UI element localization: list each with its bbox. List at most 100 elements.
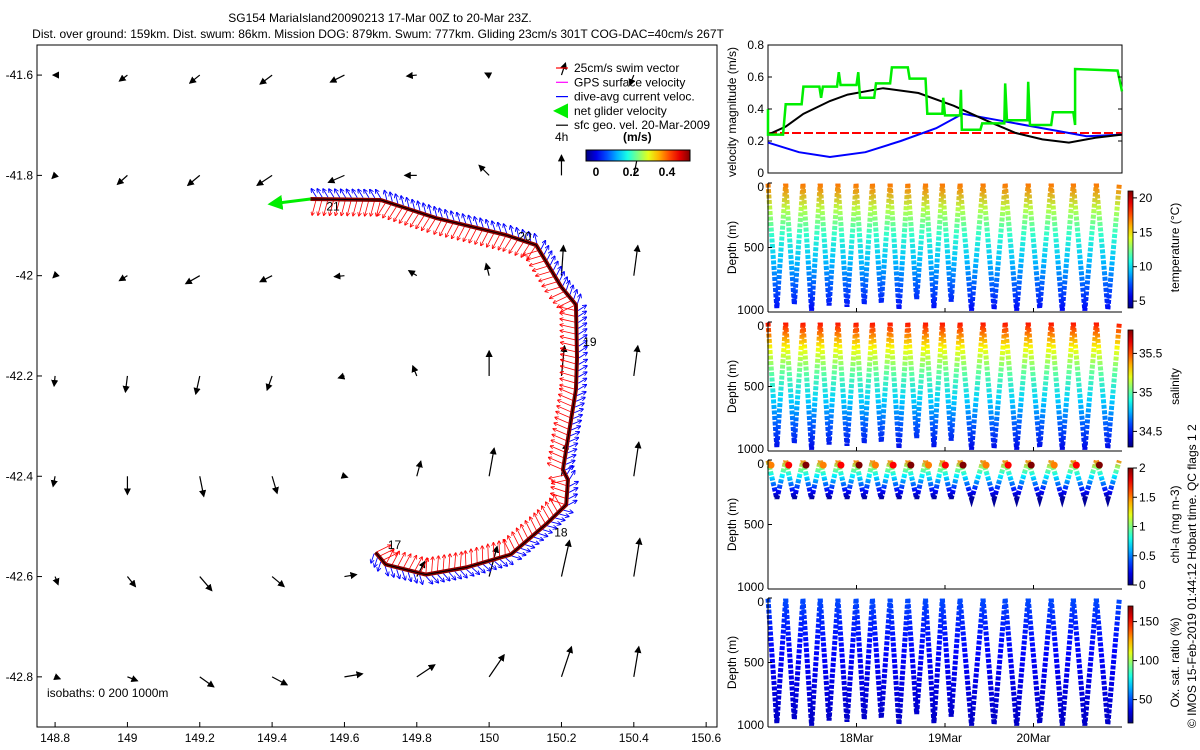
swim-vector — [452, 223, 460, 239]
geo-velocity-arrow — [484, 262, 492, 276]
geo-velocity-arrow — [560, 645, 573, 678]
depth-ylabel: Depth (m) — [725, 221, 739, 274]
dive-profile — [869, 183, 893, 304]
geo-velocity-arrow — [122, 375, 130, 394]
dive-avg-current-vector — [533, 536, 543, 540]
dive-profile — [783, 460, 806, 500]
dive-profile — [869, 460, 893, 500]
series-sfc-geo-vel — [767, 87, 1123, 144]
dive-avg-current-vector — [578, 347, 587, 353]
day-label: 19 — [583, 335, 597, 349]
dive-profile — [800, 322, 823, 450]
dive-avg-current-vector — [573, 415, 582, 419]
dive-avg-current-vector — [578, 323, 586, 329]
colorbar-tick: 0 — [593, 165, 600, 179]
dive-profile — [887, 598, 911, 725]
geo-velocity-arrow — [184, 275, 201, 285]
colorbar-tick-label: 5 — [1139, 294, 1146, 308]
geo-velocity-arrow — [344, 671, 364, 679]
dive-avg-current-vector — [443, 573, 449, 581]
dive-avg-current-vector — [523, 230, 525, 240]
colorbar-tick-label: 0 — [1139, 578, 1146, 592]
dive-profile — [939, 183, 963, 302]
swim-vector — [552, 435, 568, 442]
y-tick-label: -42.8 — [6, 670, 34, 684]
geo-velocity-arrow — [51, 171, 59, 180]
dive-avg-current-vector — [565, 281, 569, 291]
dive-profile — [1070, 322, 1099, 450]
colorbar-tick: 0.2 — [623, 165, 640, 179]
swim-vector — [422, 215, 431, 230]
time-tick-label: 19Mar — [928, 731, 962, 745]
geo-velocity-arrow — [199, 576, 213, 592]
dive-avg-current-vector — [577, 311, 586, 317]
dive-avg-current-vector — [569, 482, 578, 487]
dive-avg-current-vector — [578, 366, 587, 372]
dive-profile — [817, 460, 841, 500]
surface-chl-point — [1050, 461, 1058, 469]
swim-vector — [503, 236, 513, 251]
dive-profile — [887, 322, 911, 449]
x-tick-label: 149.6 — [329, 731, 359, 745]
geo-velocity-arrow — [199, 476, 207, 498]
dive-profile — [765, 460, 789, 500]
dive-avg-current-vector — [568, 494, 577, 500]
y-tick-label: 1000 — [737, 442, 764, 456]
colorbar-tick-label: 15 — [1139, 225, 1153, 239]
swim-vector — [557, 299, 573, 307]
geo-velocity-arrow — [256, 174, 273, 187]
dive-avg-current-vector — [413, 573, 417, 583]
geo-velocity-arrow — [265, 375, 273, 392]
colorbar-label: Ox. sat. ratio (%) — [1168, 617, 1182, 707]
x-tick-label: 149.2 — [185, 731, 215, 745]
swim-vector — [530, 260, 546, 266]
dive-avg-current-vector — [317, 189, 323, 198]
dive-profile — [1093, 183, 1122, 310]
swim-vector — [400, 208, 409, 223]
colorbar-temperature — [1127, 190, 1134, 309]
dive-avg-current-vector — [460, 570, 467, 578]
geo-velocity-arrow — [633, 344, 641, 377]
colorbar-salinity — [1127, 329, 1134, 448]
y-tick-label: 1000 — [737, 718, 764, 732]
dive-profile — [1025, 598, 1054, 724]
dive-avg-current-vector — [483, 564, 490, 571]
geo-velocity-arrow — [559, 244, 567, 276]
dive-profile — [800, 460, 823, 500]
dive-avg-current-vector — [569, 438, 579, 442]
swim-vector — [555, 417, 571, 425]
x-tick-label: 149.8 — [402, 731, 432, 745]
dive-avg-current-vector — [551, 522, 560, 524]
swim-vector — [408, 556, 417, 571]
geo-velocity-arrow — [488, 447, 497, 477]
depth-ylabel: Depth (m) — [725, 498, 739, 551]
dive-avg-current-vector — [546, 251, 551, 260]
dive-avg-current-vector — [547, 526, 556, 528]
dive-avg-current-vector — [535, 234, 537, 244]
dive-avg-current-vector — [378, 561, 382, 571]
velocity-lines — [766, 66, 1124, 159]
y-tick-label: 0 — [757, 457, 764, 471]
dive-avg-current-vector — [374, 557, 378, 567]
dive-avg-current-vector — [511, 555, 521, 559]
dive-avg-current-vector — [370, 190, 376, 199]
legend-label: GPS surface velocity — [574, 75, 685, 89]
swim-vector — [427, 217, 437, 232]
dive-profile — [783, 598, 806, 720]
dive-avg-current-vector — [577, 379, 586, 384]
swim-vector — [471, 549, 472, 566]
dive-profile — [980, 183, 1008, 310]
x-tick-label: 150.2 — [546, 731, 576, 745]
surface-chl-point — [785, 461, 793, 469]
dive-profile — [980, 459, 1008, 508]
colorbar-tick-label: 35 — [1139, 385, 1153, 399]
dive-profile — [783, 183, 806, 305]
geo-velocity-arrow — [271, 576, 286, 588]
dive-profile — [800, 183, 823, 311]
swim-vector — [559, 394, 575, 402]
dive-avg-current-vector — [578, 317, 586, 323]
x-tick-label: 150.6 — [691, 731, 721, 745]
